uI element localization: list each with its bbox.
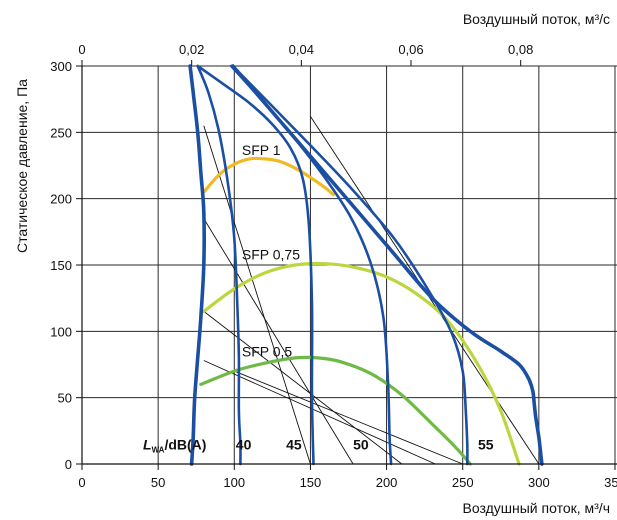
y-tick-label: 50 xyxy=(58,391,72,406)
tick-labels: 0 50 100 150 200 250 300 0 50 100 150 200 250 300 35 0 0… xyxy=(50,42,617,490)
x-tick-label: 300 xyxy=(528,475,550,490)
x-tick-label: 150 xyxy=(300,475,322,490)
fan-curve xyxy=(231,64,544,466)
x2-axis-title: Воздушный поток, м³/с xyxy=(463,11,610,27)
y-tick-label: 150 xyxy=(50,258,72,273)
x-tick-label: 200 xyxy=(376,475,398,490)
x-tick-label: 250 xyxy=(452,475,474,490)
noise-unit-label: LWA/dB(A) xyxy=(143,436,206,454)
annotations: Воздушный поток, м³/с Воздушный поток, м… xyxy=(14,11,610,516)
x-tick-label: 100 xyxy=(223,475,245,490)
sfp-curve xyxy=(202,261,521,466)
sfp-labels: SFP 1 SFP 0,75 SFP 0,5 xyxy=(242,142,300,360)
x2-tick-label: 0 xyxy=(78,42,85,57)
y-tick-label: 250 xyxy=(50,125,72,140)
x-tick-label: 350 xyxy=(604,475,617,490)
noise-unit-subscript: WA xyxy=(152,445,165,454)
noise-level-label: 50 xyxy=(353,436,369,452)
x2-tick-label: 0,06 xyxy=(398,42,423,57)
y-tick-label: 100 xyxy=(50,324,72,339)
fan-curve xyxy=(196,64,242,466)
noise-level-label: 45 xyxy=(286,436,302,452)
x2-tick-label: 0,08 xyxy=(508,42,533,57)
y-tick-label: 0 xyxy=(65,457,72,472)
x2-tick-label: 0,04 xyxy=(289,42,314,57)
noise-line xyxy=(203,125,311,465)
sfp-curves xyxy=(199,156,521,466)
noise-unit-suffix: /dB(A) xyxy=(164,436,206,452)
noise-line xyxy=(203,218,354,465)
x-tick-label: 0 xyxy=(78,475,85,490)
noise-lines xyxy=(203,116,540,465)
fan-curve xyxy=(188,64,206,466)
noise-labels: LWA/dB(A) 40 45 50 55 xyxy=(143,436,494,454)
noise-line xyxy=(203,311,403,465)
noise-level-label: 55 xyxy=(478,436,494,452)
noise-line xyxy=(234,370,463,465)
y-tick-label: 300 xyxy=(50,59,72,74)
grid xyxy=(82,65,617,464)
x-axis-title: Воздушный поток, м³/ч xyxy=(463,500,610,516)
sfp-label: SFP 0,5 xyxy=(242,344,293,360)
noise-level-label: 40 xyxy=(236,436,252,452)
y-tick-label: 200 xyxy=(50,192,72,207)
sfp-label: SFP 0,75 xyxy=(242,247,300,263)
x2-tick-label: 0,02 xyxy=(179,42,204,57)
noise-line xyxy=(203,360,436,465)
sfp-label: SFP 1 xyxy=(242,142,281,158)
fan-curve xyxy=(196,64,315,466)
fan-curves xyxy=(188,64,544,466)
sfp-curve xyxy=(199,355,472,466)
y-axis-title: Статическое давление, Па xyxy=(14,79,30,253)
noise-unit-prefix: L xyxy=(143,436,152,452)
x-tick-label: 50 xyxy=(151,475,165,490)
